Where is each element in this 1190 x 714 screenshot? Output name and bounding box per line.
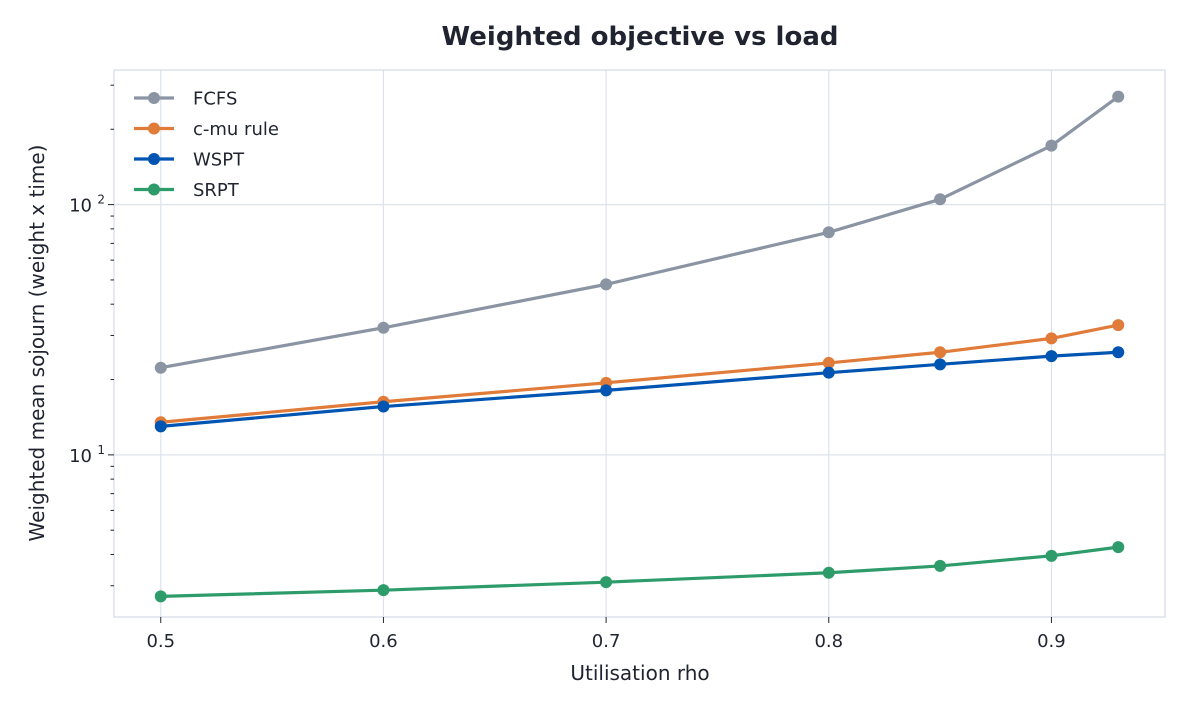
x-axis-label: Utilisation rho xyxy=(570,661,709,685)
data-point xyxy=(600,384,613,397)
data-point xyxy=(822,226,835,239)
x-tick-label: 0.9 xyxy=(1037,631,1066,652)
series-line xyxy=(159,323,1120,424)
legend-label: WSPT xyxy=(193,150,245,171)
data-point xyxy=(1112,541,1125,554)
series-line xyxy=(159,545,1120,598)
y-tick-label: 10 xyxy=(69,196,92,217)
data-point xyxy=(1112,346,1125,359)
plot-frame xyxy=(113,69,1166,618)
legend-marker xyxy=(148,122,160,135)
data-point xyxy=(822,366,835,379)
legend-label: c-mu rule xyxy=(193,119,279,140)
y-tick-exponent: 2 xyxy=(97,193,105,207)
data-point xyxy=(822,356,835,369)
data-point xyxy=(1045,350,1058,363)
data-point xyxy=(377,584,390,597)
data-point xyxy=(1112,90,1125,103)
y-tick-label: 10 xyxy=(69,446,92,467)
data-point xyxy=(600,576,613,589)
legend-label: FCFS xyxy=(193,89,237,110)
x-tick-label: 0.5 xyxy=(146,631,175,652)
data-point xyxy=(822,566,835,579)
series-line xyxy=(159,350,1120,428)
x-tick-label: 0.6 xyxy=(369,631,398,652)
data-point xyxy=(1045,139,1058,152)
data-point xyxy=(377,400,390,413)
data-point xyxy=(934,358,947,371)
data-point xyxy=(377,321,390,334)
x-tick-label: 0.8 xyxy=(814,631,843,652)
data-point xyxy=(154,590,167,603)
series-line xyxy=(159,95,1120,370)
data-point xyxy=(934,346,947,359)
plot-area xyxy=(154,90,1125,603)
data-point xyxy=(934,559,947,572)
x-tick-label: 0.7 xyxy=(592,631,621,652)
data-point xyxy=(600,278,613,291)
legend-label: SRPT xyxy=(193,180,240,201)
y-tick-exponent: 1 xyxy=(97,443,105,457)
data-point xyxy=(154,420,167,433)
legend-marker xyxy=(148,153,160,165)
data-point xyxy=(154,361,167,374)
data-point xyxy=(1045,332,1058,345)
data-point xyxy=(1112,319,1125,332)
data-point xyxy=(1045,549,1058,562)
legend: FCFS c-mu rule WSPT SRPT xyxy=(134,89,279,201)
chart-title: Weighted objective vs load xyxy=(442,22,839,52)
axes: 0.5 0.6 0.7 0.8 0.9 10 1 10 2 xyxy=(69,84,1066,652)
legend-marker xyxy=(148,92,160,104)
data-point xyxy=(934,193,947,206)
y-axis-label: Weighted mean sojourn (weight x time) xyxy=(25,145,49,542)
legend-marker xyxy=(148,183,160,196)
